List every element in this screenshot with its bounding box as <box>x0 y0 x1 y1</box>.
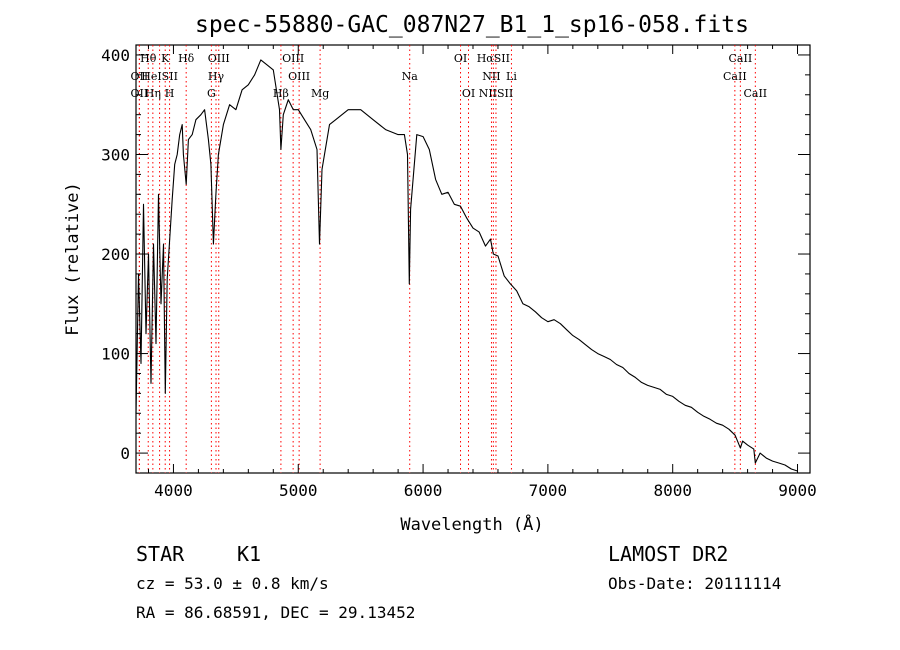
redshift-velocity: cz = 53.0 ± 0.8 km/s <box>136 574 329 593</box>
x-tick-label: 9000 <box>778 481 817 500</box>
emission-line-label: Mg <box>311 87 329 100</box>
object-class: STAR <box>136 542 185 566</box>
series-line <box>135 59 798 472</box>
emission-line-label: CaII <box>729 52 753 65</box>
survey-name: LAMOST DR2 <box>608 542 729 566</box>
emission-line-label: OII <box>131 70 149 83</box>
x-tick-label: 5000 <box>279 481 318 500</box>
y-tick-label: 400 <box>101 46 130 65</box>
emission-line-label: G <box>207 87 216 100</box>
emission-line-label: NIISII <box>479 87 514 100</box>
emission-line-label: K <box>161 52 170 65</box>
emission-line-label: HeISII <box>141 70 178 83</box>
spectrum-series <box>135 59 798 472</box>
emission-line-label: CaII <box>743 87 767 100</box>
x-tick-label: 8000 <box>653 481 692 500</box>
x-tick-label: 4000 <box>154 481 193 500</box>
emission-line-label: OIII <box>288 70 310 83</box>
observation-date: Obs-Date: 20111114 <box>608 574 782 593</box>
x-axis-label: Wavelength (Å) <box>400 513 543 535</box>
emission-line-label: Hβ <box>273 87 289 100</box>
plot-frame <box>135 44 811 474</box>
sky-coordinates: RA = 86.68591, DEC = 29.13452 <box>136 603 416 622</box>
emission-line-label: Hθ <box>140 52 157 65</box>
x-tick-label: 7000 <box>529 481 568 500</box>
emission-line-label: Li <box>506 70 517 83</box>
emission-line-label: Na <box>402 70 419 83</box>
axis-ticks: 4000 5000 6000 7000 8000 9000 0 100 200 300 400 <box>101 45 817 500</box>
emission-line-label: OIII <box>282 52 304 65</box>
y-tick-label: 300 <box>101 145 130 164</box>
emission-line-label: NII <box>482 70 500 83</box>
y-tick-label: 0 <box>120 444 130 463</box>
marker-lines <box>138 45 756 473</box>
emission-line-label: CaII <box>723 70 747 83</box>
emission-line-label: OII <box>131 87 149 100</box>
emission-line-label: Hγ <box>208 70 225 83</box>
emission-line-label: OI <box>462 87 475 100</box>
emission-line-label: OI <box>454 52 467 65</box>
emission-line-label: HαSII <box>477 52 510 65</box>
x-tick-label: 6000 <box>404 481 443 500</box>
object-subclass: K1 <box>237 542 262 566</box>
emission-line-label: Hδ <box>178 52 195 65</box>
emission-line-label: H <box>165 87 175 100</box>
emission-line-label: Hη <box>145 87 161 100</box>
y-tick-label: 100 <box>101 345 130 364</box>
y-axis-label: Flux (relative) <box>63 182 83 336</box>
y-tick-label: 200 <box>101 245 130 264</box>
emission-line-label: OIII <box>208 52 230 65</box>
chart-title: spec-55880-GAC_087N27_B1_1_sp16-058.fits <box>195 12 749 38</box>
